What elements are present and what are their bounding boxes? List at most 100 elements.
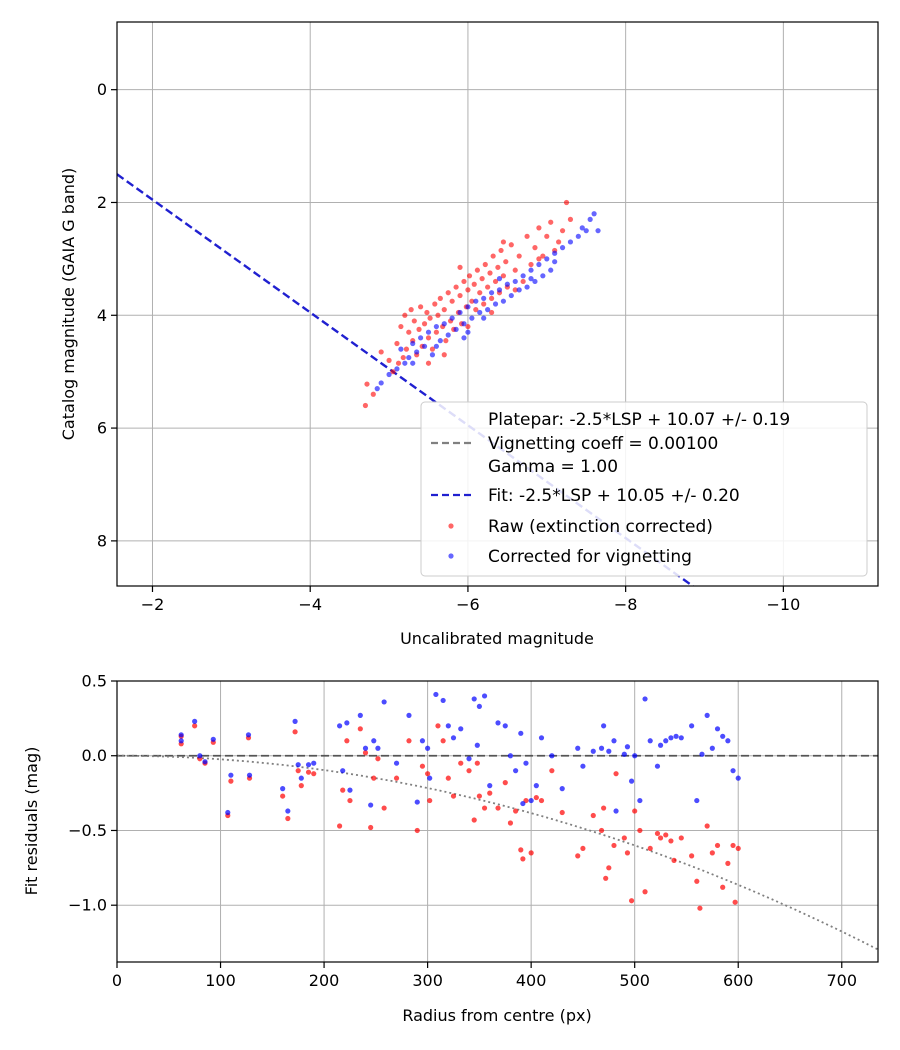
y-tick-label: −0.5 bbox=[68, 821, 107, 840]
raw-point bbox=[532, 245, 538, 251]
raw-point bbox=[678, 835, 684, 841]
raw-point bbox=[508, 242, 514, 248]
raw-point bbox=[544, 233, 550, 239]
raw-point bbox=[466, 273, 473, 279]
raw-point bbox=[709, 850, 715, 856]
raw-point bbox=[474, 267, 480, 273]
corrected-point bbox=[654, 763, 661, 769]
corrected-point bbox=[544, 256, 550, 262]
corrected-point bbox=[678, 735, 684, 741]
corrected-point bbox=[579, 225, 585, 231]
corrected-point bbox=[496, 287, 503, 293]
corrected-point bbox=[516, 287, 522, 293]
raw-point bbox=[471, 817, 477, 823]
corrected-point bbox=[225, 809, 231, 816]
raw-point bbox=[419, 763, 426, 769]
corrected-point bbox=[245, 732, 252, 738]
raw-point bbox=[461, 278, 467, 285]
raw-point bbox=[292, 729, 298, 735]
corrected-point bbox=[437, 338, 443, 344]
raw-point bbox=[487, 270, 493, 276]
raw-point bbox=[445, 775, 451, 781]
corrected-point bbox=[559, 245, 566, 251]
raw-point bbox=[516, 253, 522, 259]
corrected-point bbox=[469, 315, 475, 321]
raw-point bbox=[411, 318, 417, 324]
raw-point bbox=[390, 369, 396, 375]
corrected-point bbox=[450, 735, 457, 741]
raw-point bbox=[624, 850, 631, 856]
corrected-point bbox=[533, 783, 539, 789]
raw-point bbox=[482, 261, 488, 268]
corrected-point bbox=[246, 772, 253, 778]
raw-point bbox=[450, 793, 457, 799]
x-tick-label: −6 bbox=[456, 595, 480, 614]
corrected-point bbox=[398, 346, 404, 352]
corrected-point bbox=[375, 745, 381, 751]
corrected-point bbox=[485, 307, 491, 313]
corrected-point bbox=[694, 797, 700, 804]
raw-point bbox=[395, 360, 402, 366]
corrected-point bbox=[311, 760, 317, 766]
corrected-point bbox=[567, 239, 574, 245]
corrected-point bbox=[371, 738, 377, 744]
raw-point bbox=[469, 298, 475, 304]
corrected-point bbox=[465, 329, 471, 335]
corrected-point bbox=[500, 298, 507, 304]
raw-point bbox=[704, 823, 710, 829]
corrected-point bbox=[481, 295, 487, 301]
corrected-point bbox=[457, 309, 463, 316]
raw-point bbox=[386, 357, 392, 363]
corrected-point bbox=[601, 723, 607, 729]
raw-point bbox=[481, 301, 487, 307]
raw-point bbox=[694, 878, 700, 884]
residuals-ticks: 0 100 200 300 400 500 600 700 0.5 0.0 −0.5 −1.0 bbox=[68, 672, 857, 991]
raw-point bbox=[435, 312, 441, 318]
raw-point bbox=[427, 315, 433, 321]
corrected-point bbox=[473, 298, 479, 304]
residuals-y-axis-label: Fit residuals (mag) bbox=[22, 747, 41, 896]
corrected-point bbox=[611, 738, 617, 744]
corrected-point bbox=[628, 778, 635, 784]
corrected-point bbox=[433, 691, 439, 698]
corrected-point bbox=[202, 759, 208, 765]
raw-point bbox=[488, 295, 495, 301]
corrected-point bbox=[580, 763, 586, 769]
x-tick-label: −4 bbox=[298, 595, 322, 614]
raw-point bbox=[344, 738, 350, 744]
raw-point bbox=[512, 287, 518, 293]
corrected-point bbox=[414, 799, 420, 805]
corrected-point bbox=[508, 292, 514, 299]
legend-label-fit: Fit: -2.5*LSP + 10.05 +/- 0.20 bbox=[488, 486, 740, 506]
raw-point bbox=[481, 805, 488, 811]
corrected-point bbox=[587, 216, 593, 222]
corrected-point bbox=[476, 703, 482, 710]
raw-point bbox=[528, 850, 534, 856]
calibration-marks bbox=[117, 173, 695, 586]
raw-point bbox=[520, 278, 526, 285]
y-tick-label: 0 bbox=[97, 80, 107, 99]
raw-point bbox=[381, 805, 387, 811]
raw-point bbox=[406, 738, 412, 744]
corrected-point bbox=[461, 335, 467, 341]
raw-point bbox=[495, 264, 501, 270]
raw-point bbox=[298, 783, 304, 789]
raw-point bbox=[513, 808, 519, 814]
raw-point bbox=[621, 835, 627, 841]
raw-point bbox=[424, 309, 430, 316]
raw-point bbox=[474, 760, 480, 766]
raw-point bbox=[427, 797, 433, 804]
raw-point bbox=[295, 768, 301, 774]
raw-point bbox=[375, 756, 381, 762]
corrected-point bbox=[466, 756, 472, 762]
raw-point bbox=[364, 381, 370, 387]
raw-point bbox=[443, 338, 449, 344]
raw-point bbox=[548, 219, 554, 225]
raw-point bbox=[732, 899, 738, 905]
corrected-point bbox=[406, 712, 412, 718]
corrected-point bbox=[425, 329, 432, 335]
x-tick-label: −2 bbox=[141, 595, 165, 614]
legend-label-raw: Raw (extinction corrected) bbox=[488, 517, 713, 537]
raw-point bbox=[394, 340, 400, 347]
